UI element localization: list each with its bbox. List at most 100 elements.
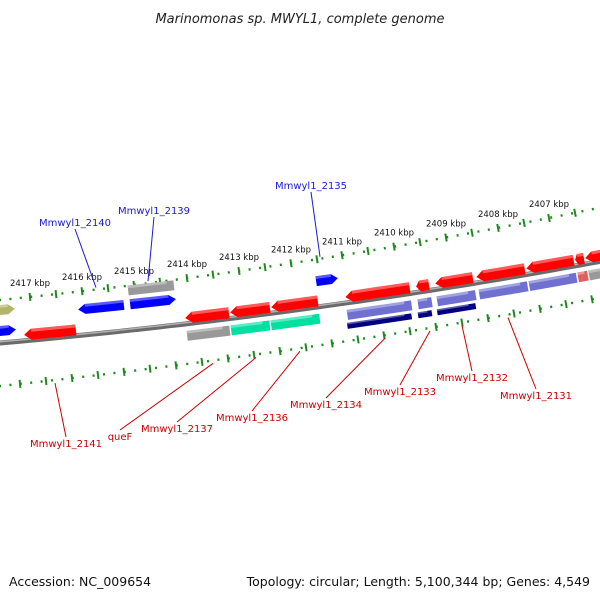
lower-kbp-tick (512, 309, 516, 318)
upper-ruler-dot (269, 265, 272, 268)
lower-kbp-tick (590, 295, 594, 304)
lower-kbp-tick (200, 357, 204, 367)
lower-ruler-dot (404, 330, 407, 334)
kbp-label: 2408 kbp (478, 210, 518, 220)
lower-ruler-dot (9, 383, 12, 387)
kbp-tick (80, 287, 84, 296)
upper-ruler-dot (456, 234, 459, 237)
lower-ruler-dot (477, 318, 480, 322)
kbp-tick (28, 292, 32, 302)
kbp-label: 2409 kbp (426, 219, 466, 229)
gene-arrow-upper (0, 325, 16, 337)
lower-ruler-dot (61, 377, 64, 381)
lower-ruler-dot (238, 355, 241, 359)
upper-ruler-dot (362, 250, 366, 254)
upper-ruler-dot (102, 287, 106, 290)
gene-label: Mmwyl1_2131 (500, 391, 572, 402)
lower-ruler-dot (508, 312, 511, 316)
lower-ruler-dot (300, 346, 303, 350)
gene-arrow-lower (24, 324, 77, 340)
lower-ruler-dot (144, 367, 147, 371)
lower-kbp-tick (252, 350, 256, 359)
kbp-tick (289, 259, 293, 268)
lower-ruler-dot (217, 358, 220, 362)
gene-arrow-lower (526, 254, 575, 273)
upper-ruler-dot (570, 211, 574, 215)
upper-ruler-dot (425, 239, 428, 243)
gene-arrow-lower (185, 307, 230, 323)
upper-ruler-dot (217, 272, 220, 276)
lower-ruler-dot (581, 299, 584, 303)
kbp-tick (237, 266, 241, 276)
lower-ruler-dot (269, 351, 272, 354)
lower-ruler-dot (92, 374, 95, 377)
lower-ruler-dot (206, 359, 210, 363)
upper-ruler-dot (300, 260, 303, 263)
kbp-tick (392, 242, 396, 251)
kbp-label: 2416 kbp (62, 273, 102, 283)
lower-ruler-dot (570, 301, 574, 305)
upper-ruler-dot (92, 288, 95, 292)
gene-label: Mmwyl1_2134 (290, 400, 362, 411)
lower-kbp-tick (460, 318, 464, 327)
upper-ruler-dot (549, 216, 553, 219)
upper-ruler-dot (113, 286, 116, 289)
gene-leader-line (310, 191, 321, 257)
upper-ruler-dot (508, 224, 511, 228)
kbp-label: 2410 kbp (374, 229, 414, 239)
gene-leader-line (507, 317, 537, 390)
upper-ruler-dot (560, 214, 563, 217)
lower-ruler-dot (550, 305, 553, 309)
kbp-tick (315, 255, 319, 264)
lower-ruler-dot (310, 345, 314, 348)
kbp-label: 2412 kbp (271, 245, 311, 255)
gene-labels: Mmwyl1_2140 Mmwyl1_2139 Mmwyl1_2135 Mmwyl1_… (30, 181, 572, 450)
gene-label: queF (108, 432, 133, 443)
lower-ruler-dot (50, 379, 54, 382)
lower-ruler-dot (290, 348, 293, 351)
gene-arrow-upper (315, 274, 338, 287)
cog-bar (270, 313, 321, 331)
kbp-tick (573, 208, 577, 217)
kbp-label: 2411 kbp (322, 237, 362, 247)
lower-kbp-tick (486, 313, 490, 323)
kbp-label: 2414 kbp (167, 260, 207, 270)
upper-ruler-dot (175, 278, 178, 281)
upper-ruler-dot (404, 243, 407, 246)
upper-ruler-dot (196, 275, 199, 279)
gene-label: Mmwyl1_2137 (141, 424, 213, 435)
upper-ruler-dot (414, 241, 418, 245)
gene-leader-line (74, 228, 97, 288)
cog-bar (588, 266, 600, 281)
gene-arrow-lower (476, 263, 526, 282)
gene-arrow-upper (0, 304, 15, 317)
gene-arrow-lower (345, 282, 411, 302)
kbp-tick (470, 228, 474, 237)
lower-kbp-tick (382, 331, 386, 340)
kbp-label: 2407 kbp (529, 200, 569, 210)
gene-arrow-upper (129, 294, 176, 310)
kbp-tick (418, 238, 422, 247)
lower-ruler-dot (414, 328, 418, 332)
lower-ruler-dot (134, 369, 137, 372)
lower-kbp-tick (278, 347, 282, 356)
lower-ruler-dot (466, 320, 470, 323)
lower-ruler-dot (498, 314, 501, 318)
cog-bar (346, 300, 413, 320)
upper-ruler-dot (321, 257, 324, 260)
upper-ruler-dot (518, 222, 522, 226)
lower-ruler-dot (258, 352, 262, 356)
lower-ruler-dot (362, 337, 366, 340)
cog-bar-secondary (436, 303, 477, 316)
lower-ruler-dot (394, 332, 397, 335)
upper-ruler-dot (383, 246, 386, 250)
lower-kbp-tick (304, 343, 308, 352)
lower-ruler-dot (425, 327, 428, 330)
gene-label: Mmwyl1_2140 (39, 218, 111, 229)
upper-ruler-dot (9, 297, 12, 301)
kbp-tick (366, 246, 370, 256)
upper-ruler-dot (61, 292, 64, 295)
gene-label: Mmwyl1_2136 (216, 413, 288, 424)
kbp-tick (444, 233, 448, 242)
